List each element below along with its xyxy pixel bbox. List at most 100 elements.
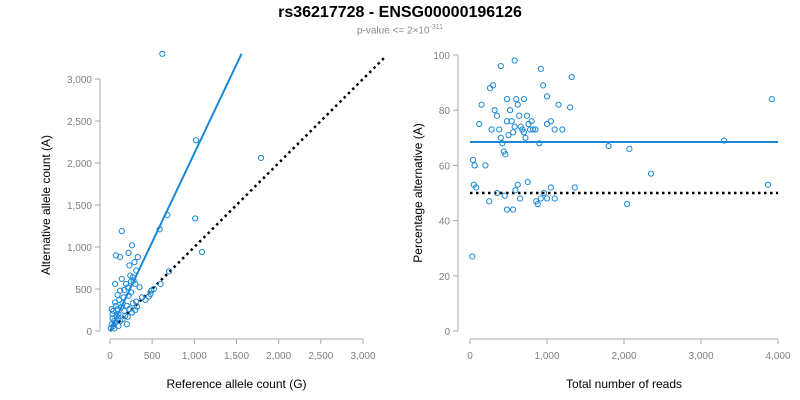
right-data-point [497, 134, 504, 141]
left-x-tick-label: 500 [144, 351, 161, 362]
right-data-point [473, 184, 480, 191]
right-data-point [516, 195, 524, 202]
left-data-point [136, 284, 143, 291]
right-data-point [511, 123, 518, 130]
left-data-point [111, 299, 119, 306]
left-data-point [129, 274, 136, 281]
right-data-point [523, 112, 531, 119]
left-y-tick-label: 3,000 [67, 75, 92, 86]
right-data-point [508, 118, 515, 125]
left-data-point [132, 306, 139, 314]
left-scatter-chart: 0 500 1,000 1,500 2,000 2,500 3,000 0 500 1,000 1,… [39, 50, 385, 391]
right-data-point [540, 189, 548, 197]
right-data-point [513, 96, 520, 103]
left-data-point [111, 280, 119, 288]
left-y-tick-label: 0 [86, 327, 92, 338]
right-data-point [491, 107, 498, 114]
left-data-point [157, 280, 164, 288]
left-data-point [138, 294, 146, 301]
right-data-point [551, 126, 558, 133]
right-x-tick-label: 0 [467, 351, 473, 362]
left-x-tick-label: 3,000 [350, 351, 375, 362]
left-x-tick-label: 2,500 [308, 351, 333, 362]
right-data-point [547, 184, 554, 191]
left-data-point [131, 259, 138, 266]
left-y-tick-label: 2,000 [67, 159, 92, 170]
right-data-point [501, 192, 508, 199]
left-data-point [198, 248, 206, 256]
right-data-point [476, 120, 483, 128]
right-data-point [469, 253, 476, 260]
left-data-point [133, 267, 140, 274]
right-data-point [551, 195, 558, 202]
right-data-point [520, 129, 528, 136]
left-data-point [126, 262, 133, 269]
right-y-tick-label: 100 [433, 51, 450, 62]
right-data-point [499, 140, 506, 147]
left-y-tick-label: 2,500 [67, 117, 92, 128]
left-data-point [164, 211, 171, 219]
left-data-point [129, 300, 136, 307]
right-data-point [537, 195, 544, 202]
left-data-point [121, 307, 128, 314]
right-data-point [490, 82, 497, 89]
left-data-point [114, 291, 121, 298]
subtitle-base: 10 [418, 25, 430, 37]
subtitle-prefix: p-value <= 2 [356, 25, 413, 37]
right-x-tick-label: 3,000 [688, 351, 713, 362]
right-data-point [528, 118, 535, 125]
left-data-point [112, 302, 120, 309]
left-data-point [115, 322, 122, 330]
right-data-point [512, 187, 519, 194]
left-data-point [192, 215, 199, 222]
right-data-point [510, 206, 517, 213]
left-data-point [150, 285, 157, 293]
right-data-point [567, 104, 574, 111]
right-data-point [522, 134, 529, 141]
left-data-point [134, 253, 141, 261]
left-data-point [115, 311, 122, 318]
right-data-point [469, 156, 477, 163]
left-y-tick-label: 500 [75, 285, 92, 296]
left-data-point [257, 154, 265, 162]
left-data-point [124, 313, 131, 320]
right-data-point [623, 200, 631, 208]
left-data-point [128, 242, 136, 249]
right-data-point [510, 129, 517, 136]
left-data-point [118, 227, 125, 235]
right-x-tick-label: 2,000 [611, 351, 636, 362]
right-data-point [547, 118, 554, 125]
right-data-point [503, 118, 511, 125]
left-data-point [159, 50, 166, 57]
chart-subtitle: p-value <= 2×10-311 [0, 24, 800, 36]
right-data-point [568, 73, 575, 81]
right-data-point [497, 62, 504, 70]
chart-title: rs36217728 - ENSG00000196126 [278, 4, 522, 21]
right-y-tick-label: 80 [439, 106, 451, 117]
right-data-point [571, 184, 578, 191]
subtitle-times: × [412, 25, 419, 37]
right-data-point [524, 178, 531, 186]
left-data-point [117, 253, 124, 261]
right-data-point [511, 57, 518, 64]
right-data-point [482, 162, 489, 169]
right-y-tick-label: 40 [439, 217, 451, 228]
left-data-point [122, 280, 130, 288]
right-data-point [471, 162, 478, 169]
left-data-point [156, 226, 163, 233]
right-data-point [493, 112, 501, 119]
right-data-point [530, 126, 537, 133]
right-x-tick-label: 4,000 [765, 351, 790, 362]
right-data-point [540, 82, 547, 89]
right-data-point [503, 96, 511, 103]
left-x-tick-label: 2,000 [266, 351, 291, 362]
left-data-point [133, 298, 140, 305]
right-data-point [488, 126, 495, 133]
right-data-point [493, 189, 501, 197]
left-x-tick-label: 1,500 [224, 351, 249, 362]
left-fit-line [109, 53, 243, 332]
right-data-point [536, 140, 543, 147]
right-data-point [514, 101, 521, 108]
right-data-point [721, 137, 728, 144]
